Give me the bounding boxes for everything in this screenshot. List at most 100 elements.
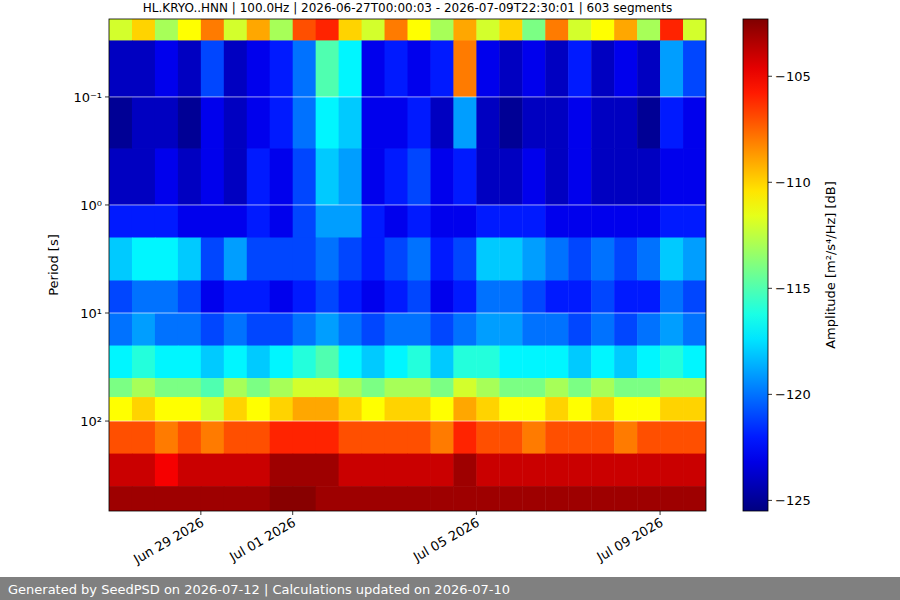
cell	[178, 205, 201, 238]
cell	[224, 148, 247, 205]
cell	[293, 378, 316, 398]
cell	[476, 397, 499, 421]
cell	[408, 421, 431, 454]
cell	[683, 237, 706, 280]
cell	[660, 40, 683, 97]
cell	[155, 237, 178, 280]
cell	[224, 40, 247, 97]
cell	[614, 237, 637, 280]
cell	[430, 397, 453, 421]
cell	[247, 19, 270, 41]
y-tick-label: 10⁻¹	[73, 90, 102, 105]
cell	[545, 40, 568, 97]
cell	[132, 280, 155, 313]
cell	[155, 40, 178, 97]
cell	[637, 313, 660, 346]
cell	[155, 346, 178, 379]
cell	[476, 280, 499, 313]
cell	[430, 378, 453, 398]
cell	[499, 454, 522, 487]
cell	[178, 378, 201, 398]
cell	[362, 280, 385, 313]
cell	[178, 486, 201, 511]
cell	[293, 346, 316, 379]
cell	[637, 40, 660, 97]
cell	[155, 486, 178, 511]
cell	[660, 148, 683, 205]
cell	[545, 313, 568, 346]
cell	[109, 313, 132, 346]
cell	[408, 97, 431, 149]
cell	[178, 148, 201, 205]
cell	[270, 280, 293, 313]
cell	[637, 397, 660, 421]
cell	[247, 454, 270, 487]
cell	[499, 148, 522, 205]
cell	[293, 19, 316, 41]
cell	[660, 237, 683, 280]
cell	[683, 97, 706, 149]
cell	[499, 97, 522, 149]
cell	[316, 397, 339, 421]
cell	[132, 148, 155, 205]
cell	[201, 19, 224, 41]
cell	[637, 237, 660, 280]
cell	[385, 237, 408, 280]
colorbar-tick	[768, 76, 772, 77]
cell	[683, 205, 706, 238]
cell	[637, 19, 660, 41]
x-tick	[660, 511, 661, 515]
cell	[499, 421, 522, 454]
cell	[614, 421, 637, 454]
cell	[155, 19, 178, 41]
cell	[224, 313, 247, 346]
cell	[293, 40, 316, 97]
grid-line	[109, 204, 706, 205]
cell	[316, 40, 339, 97]
cell	[270, 148, 293, 205]
cell	[339, 346, 362, 379]
cell	[476, 97, 499, 149]
cell	[591, 280, 614, 313]
y-tick	[105, 204, 109, 205]
cell	[545, 346, 568, 379]
cell	[132, 486, 155, 511]
cell	[499, 280, 522, 313]
cell	[568, 346, 591, 379]
cell	[224, 346, 247, 379]
cell	[293, 237, 316, 280]
cell	[224, 421, 247, 454]
cell	[293, 148, 316, 205]
cell	[316, 237, 339, 280]
cell	[614, 346, 637, 379]
cell	[476, 486, 499, 511]
cell	[545, 148, 568, 205]
cell	[522, 19, 545, 41]
cell	[270, 40, 293, 97]
cell	[660, 280, 683, 313]
cell	[201, 378, 224, 398]
cell	[385, 378, 408, 398]
cell	[247, 397, 270, 421]
cell	[545, 397, 568, 421]
cell	[453, 19, 476, 41]
cell	[568, 148, 591, 205]
cell	[293, 421, 316, 454]
cell	[109, 19, 132, 41]
cell	[453, 397, 476, 421]
cell	[385, 454, 408, 487]
cell	[362, 346, 385, 379]
cell	[499, 397, 522, 421]
cell	[660, 486, 683, 511]
cell	[545, 421, 568, 454]
cell	[362, 397, 385, 421]
cell	[499, 19, 522, 41]
cell	[545, 280, 568, 313]
cell	[385, 397, 408, 421]
cell	[591, 205, 614, 238]
cell	[660, 205, 683, 238]
cell	[132, 378, 155, 398]
cell	[476, 313, 499, 346]
cell	[568, 313, 591, 346]
cell	[545, 486, 568, 511]
